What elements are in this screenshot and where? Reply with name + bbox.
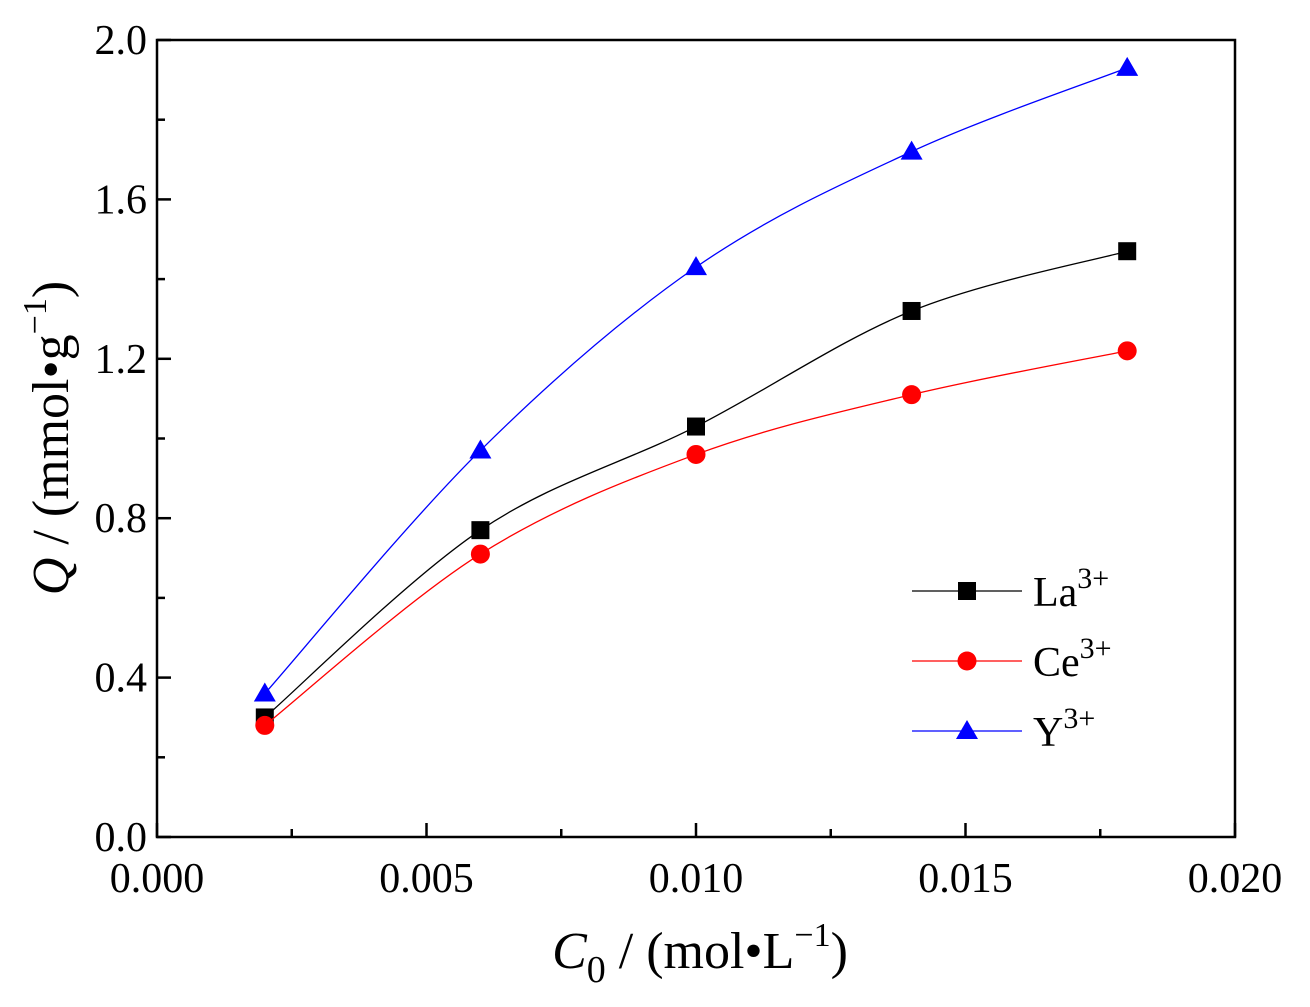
x-axis-unit-suffix: ) [831,923,848,980]
data-point-la [1118,242,1137,261]
legend-label-base: Ce [1033,640,1080,686]
legend-label-ce: Ce3+ [1033,632,1112,686]
y-axis-title: Q / (mmol•g−1) [17,281,80,595]
series-line-ce [264,350,1128,726]
legend-label-la: La3+ [1033,562,1109,616]
data-point-ce [686,444,706,464]
y-axis-unit-sup: −1 [17,298,54,334]
x-tick-label: 0.005 [379,856,474,902]
legend: La3+Ce3+Y3+ [912,562,1112,756]
data-point-y [685,256,707,276]
y-axis-var: Q [23,558,80,596]
y-axis-unit-suffix: ) [23,281,80,298]
data-point-ce [470,544,490,564]
series-la [255,242,1137,727]
legend-marker-la [958,582,976,600]
legend-label-sup: 3+ [1077,562,1109,595]
legend-label-base: Y [1033,710,1063,756]
y-axis-unit-prefix: / (mmol•g [23,334,80,557]
data-point-ce [1117,341,1137,361]
series-ce [255,341,1137,735]
x-tick-label: 0.010 [649,856,744,902]
series-layer [253,56,1139,735]
x-axis-title: C0 / (mol•L−1) [552,917,848,991]
series-line-la [264,250,1128,718]
data-point-ce [255,715,275,735]
x-tick-label: 0.000 [110,856,205,902]
y-tick-label: 0.8 [95,496,148,542]
x-axis-unit-sup: −1 [794,917,830,954]
data-point-y [469,439,492,459]
data-point-y [253,682,276,702]
y-tick-label: 0.4 [95,656,148,702]
x-axis-unit-prefix: / (mol•L [606,923,795,980]
legend-label-sup: 3+ [1080,632,1112,665]
axis-ticks: 0.000 0.005 0.010 0.015 0.020 0.0 0.4 0.8 1.2 1.6… [95,18,1283,902]
data-point-ce [902,385,922,405]
data-point-la [902,301,921,320]
y-tick-label: 1.6 [95,177,148,223]
x-axis-var: C [552,923,588,980]
y-tick-label: 0.0 [95,815,148,861]
series-y [253,56,1139,702]
legend-label-y: Y3+ [1033,702,1095,756]
legend-label-base: La [1033,570,1078,616]
series-line-y [264,67,1128,694]
legend-marker-ce [957,651,977,671]
x-tick-label: 0.015 [918,856,1013,902]
data-point-y [1116,56,1139,76]
data-point-la [687,417,705,436]
y-tick-label: 1.2 [95,337,148,383]
data-point-y [900,140,923,160]
x-tick-label: 0.020 [1188,856,1283,902]
legend-marker-y [956,720,978,739]
legend-label-sup: 3+ [1063,702,1095,735]
x-axis-var-sub: 0 [587,949,606,991]
data-point-la [471,521,490,540]
y-tick-label: 2.0 [95,18,148,64]
